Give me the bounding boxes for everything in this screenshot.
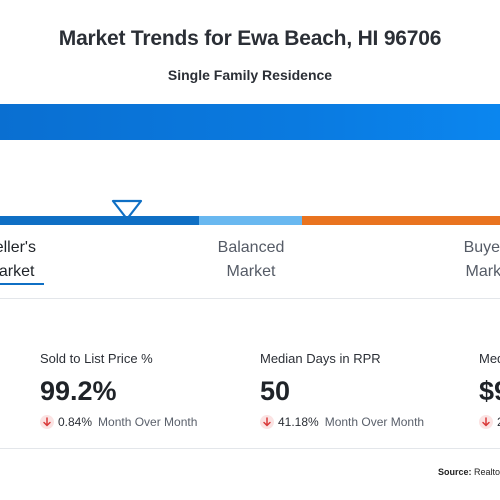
balanced-market-label[interactable]: Balanced Market [196,236,306,284]
metric-value: 50 [260,376,291,406]
buyer-label-line2: Market [465,263,500,280]
source-attribution: Source: Realto [438,467,500,477]
metric-change-period: Month Over Month [324,415,425,429]
seller-market-segment [0,216,199,225]
section-divider [0,298,500,299]
metric-change: 0.84% Month Over Month [40,415,197,429]
buyer-market-label[interactable]: Buyer's Market [445,236,500,284]
arrow-down-icon [40,415,54,429]
metric-change-pct: 41.18% [278,415,319,429]
metric-median-price-partial: Med $9 2 [479,351,500,429]
metric-value: $9 [479,376,500,406]
balanced-market-segment [199,216,302,225]
metric-change-pct: 2 [497,415,500,429]
source-value: Realto [474,467,500,477]
seller-label-line1: Seller's [0,239,36,256]
triangle-down-marker-icon [111,199,143,221]
metric-label: Median Days in RPR [260,351,381,366]
metric-sold-to-list: Sold to List Price % 99.2% 0.84% Month O… [40,351,197,429]
metric-change-period: Month Over Month [98,415,198,429]
page-title: Market Trends for Ewa Beach, HI 96706 [58,27,442,50]
buyer-market-segment [302,216,500,225]
metric-median-days: Median Days in RPR 50 41.18% Month Over … [260,351,424,429]
seller-label-line2: Market [0,263,35,280]
metric-change: 2 [479,415,500,429]
metric-change-pct: 0.84% [58,415,93,429]
seller-active-underline [0,283,44,285]
source-label: Source: [438,467,472,477]
page-subtitle: Single Family Residence [167,67,333,83]
metric-label: Med [479,351,500,366]
arrow-down-icon [479,415,493,429]
header-banner-bar [0,104,500,140]
balanced-label-line2: Market [226,263,276,280]
arrow-down-icon [260,415,274,429]
buyer-label-line1: Buyer's [463,239,500,256]
section-divider [0,448,500,449]
metric-value: 99.2% [40,376,117,406]
balanced-label-line1: Balanced [217,239,285,256]
metric-label: Sold to List Price % [40,351,153,366]
metric-change: 41.18% Month Over Month [260,415,424,429]
seller-market-label[interactable]: Seller's Market [0,236,50,284]
